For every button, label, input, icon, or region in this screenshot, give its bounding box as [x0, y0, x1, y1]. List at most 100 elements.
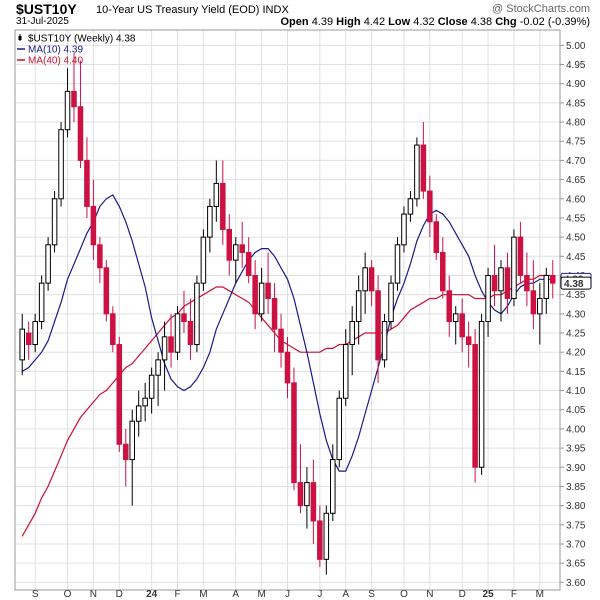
candle-body — [32, 321, 38, 346]
candle-body — [116, 344, 123, 445]
y-tick-label: 3.95 — [566, 444, 586, 455]
candle-body — [349, 321, 355, 346]
candle-body — [446, 290, 453, 323]
candle — [129, 409, 135, 506]
candle-body — [213, 182, 220, 207]
x-tick-label: N — [90, 589, 97, 600]
candle — [407, 191, 414, 222]
x-tick-label: N — [426, 589, 433, 600]
close-value: 4.38 — [470, 16, 493, 28]
candle-body — [472, 344, 478, 468]
candle — [433, 214, 440, 261]
candle — [116, 336, 123, 452]
candle-body — [433, 221, 440, 253]
candle — [504, 252, 511, 314]
open-value: 4.39 — [311, 16, 334, 28]
candle-body — [110, 313, 116, 346]
candle-body — [77, 106, 84, 161]
candle — [213, 160, 220, 222]
ohlc-readout: Open 4.39 High 4.42 Low 4.32 Close 4.38 … — [281, 16, 591, 28]
candle-body — [168, 336, 174, 353]
chart-header: $UST10Y 10-Year US Treasury Yield (EOD) … — [0, 0, 600, 30]
y-tick-label: 4.60 — [566, 194, 586, 205]
y-tick-label: 4.10 — [566, 386, 586, 397]
candle-body — [537, 297, 543, 315]
y-tick-label: 4.65 — [566, 175, 586, 186]
candle — [58, 122, 64, 207]
candle — [135, 390, 142, 437]
candle-body — [58, 129, 64, 200]
candle — [51, 191, 58, 253]
candle — [38, 275, 45, 330]
candle-body — [504, 267, 511, 299]
candle — [336, 390, 343, 468]
candle-body — [427, 190, 433, 223]
candle-body — [459, 313, 465, 338]
chg-label: Chg — [495, 16, 517, 28]
candle-body — [148, 374, 155, 399]
candle-body — [142, 397, 148, 407]
candle — [537, 283, 543, 345]
candle — [278, 313, 284, 368]
candle-body — [174, 313, 181, 353]
candle — [465, 321, 472, 368]
candle — [155, 352, 161, 406]
candle-body — [97, 244, 103, 269]
candle — [452, 306, 459, 345]
candle — [498, 260, 504, 322]
candle-body — [465, 336, 472, 346]
candle — [103, 260, 110, 322]
candle — [459, 298, 465, 353]
ma10-line — [21, 194, 553, 472]
candle-body — [271, 297, 278, 330]
y-tick-label: 4.25 — [566, 329, 586, 340]
candle — [478, 313, 485, 475]
y-tick-label: 4.30 — [566, 309, 586, 320]
candle — [362, 252, 368, 314]
candle-body — [226, 228, 233, 261]
candle — [252, 260, 258, 330]
candle — [71, 53, 77, 123]
candle-body — [355, 290, 362, 323]
y-tick-label: 4.00 — [566, 424, 586, 435]
x-tick-label: J — [285, 589, 290, 600]
candle — [420, 122, 427, 199]
y-tick-label: 4.15 — [566, 367, 586, 378]
candle-body — [381, 321, 388, 361]
candle-body — [440, 251, 446, 292]
candle — [485, 267, 491, 337]
x-tick-label: A — [342, 589, 349, 600]
candle-body — [239, 244, 245, 253]
candle — [187, 298, 194, 360]
candle-body — [414, 144, 420, 200]
legend-item: MA(40) 4.40 — [17, 56, 83, 67]
description-text: 10-Year US Treasury Yield (EOD) — [96, 4, 260, 16]
candle — [220, 160, 226, 245]
x-tick-label: F — [511, 589, 517, 600]
candle-body — [258, 282, 265, 315]
candle-body — [19, 328, 25, 361]
candle-body — [394, 244, 401, 284]
candle-body — [511, 236, 517, 299]
candle-body — [45, 244, 51, 284]
y-tick-label: 4.80 — [566, 118, 586, 129]
candle — [297, 444, 304, 514]
y-tick-label: 3.60 — [566, 578, 586, 589]
candle-body — [452, 313, 459, 323]
legend-item: $UST10Y (Weekly) 4.38 — [18, 34, 136, 45]
candle-body — [330, 459, 336, 514]
candle — [524, 252, 530, 307]
candle-body — [368, 267, 375, 292]
y-tick-label: 4.05 — [566, 405, 586, 416]
candle — [194, 275, 200, 353]
candle — [375, 275, 381, 383]
high-label: High — [336, 16, 361, 28]
candle — [349, 306, 355, 376]
candle — [291, 367, 297, 491]
candle-body — [524, 274, 530, 292]
candle-body — [245, 251, 252, 276]
candle-body — [336, 397, 343, 461]
candle-body — [71, 90, 77, 108]
